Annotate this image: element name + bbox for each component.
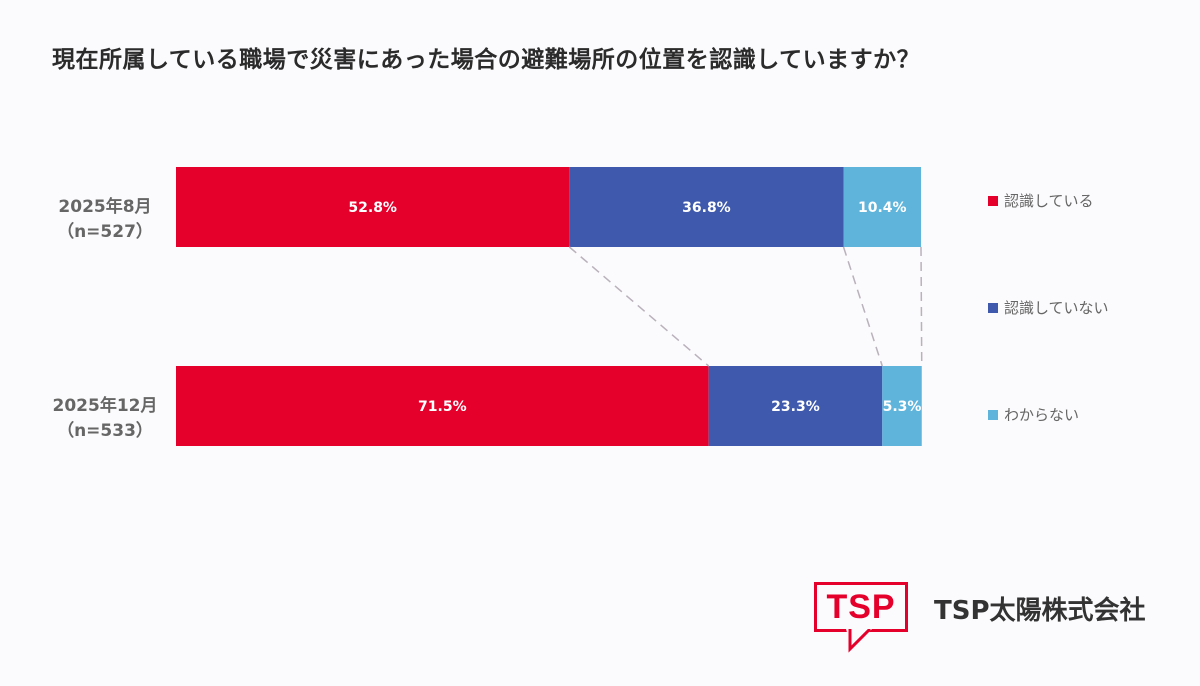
data-label-aug-not-aware: 36.8%: [682, 200, 731, 216]
connector-line-not-aware: [842, 246, 883, 367]
category-label-aug: 2025年8月 （n=527）: [30, 195, 180, 244]
tsp-logo-box: TSP: [814, 582, 908, 632]
category-label-dec: 2025年12月 （n=533）: [30, 394, 180, 443]
category-label-aug-date: 2025年8月: [58, 197, 152, 217]
bar-aug-not-aware: [569, 167, 844, 247]
legend-item-unknown: わからない: [988, 404, 1079, 425]
data-label-aug-aware: 52.8%: [348, 200, 397, 216]
data-label-dec-unknown: 5.3%: [883, 399, 922, 415]
data-label-dec-aware: 71.5%: [418, 399, 467, 415]
connector-line-unknown: [920, 246, 923, 367]
bar-dec-aware: [176, 366, 709, 446]
bar-dec-unknown: [882, 366, 922, 446]
legend-label-not-aware: 認識していない: [1004, 299, 1109, 317]
data-label-dec-not-aware: 23.3%: [771, 399, 820, 415]
connector-line-aware: [568, 246, 710, 367]
legend-swatch-aware: [988, 195, 998, 206]
bar-aug-unknown: [843, 167, 921, 247]
legend-swatch-unknown: [988, 409, 998, 420]
category-label-dec-n: （n=533）: [57, 420, 153, 441]
chart-title: 現在所属している職場で災害にあった場合の避難場所の位置を認識していますか？: [52, 47, 921, 73]
data-label-aug-unknown: 10.4%: [858, 200, 907, 216]
legend-item-not-aware: 認識していない: [988, 297, 1109, 318]
speech-bubble-tail-icon: [846, 629, 872, 653]
category-label-dec-date: 2025年12月: [52, 396, 158, 416]
bar-aug-aware: [176, 167, 570, 247]
category-label-aug-n: （n=527）: [57, 221, 153, 242]
legend-item-aware: 認識している: [988, 190, 1094, 211]
legend-label-aware: 認識している: [1004, 192, 1094, 210]
legend-swatch-not-aware: [988, 302, 998, 313]
legend-label-unknown: わからない: [1004, 406, 1080, 424]
bar-dec-not-aware: [708, 366, 883, 446]
company-name: TSP太陽株式会社: [934, 596, 1146, 626]
